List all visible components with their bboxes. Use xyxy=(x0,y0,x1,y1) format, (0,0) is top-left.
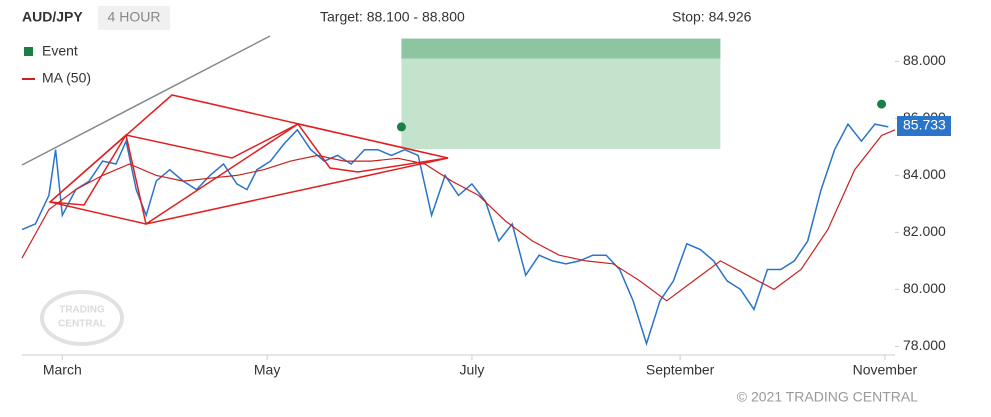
watermark-text: TRADING xyxy=(59,305,105,316)
x-tick-label: September xyxy=(646,362,715,378)
stop-text: Stop: 84.926 xyxy=(672,9,752,25)
x-tick-label: July xyxy=(459,362,484,378)
event-marker xyxy=(396,122,406,132)
last-price-label: 85.733 xyxy=(903,117,946,133)
trend-line xyxy=(21,35,271,166)
last-price-tag xyxy=(897,115,951,136)
y-tick-label: 80.000 xyxy=(903,280,946,296)
plot xyxy=(21,38,899,360)
legend-label: MA (50) xyxy=(42,70,91,86)
chart-title: AUD/JPY xyxy=(22,9,83,25)
y-tick-label: 82.000 xyxy=(903,223,946,239)
event-marker xyxy=(877,99,887,109)
footer: © 2021 TRADING CENTRAL xyxy=(737,389,918,405)
watermark: TRADING CENTRAL xyxy=(40,290,124,346)
y-tick-label: 78.000 xyxy=(903,337,946,353)
period-box xyxy=(98,6,170,30)
legend-label: Event xyxy=(42,43,78,59)
watermark-ring xyxy=(40,290,124,346)
pattern-lines xyxy=(21,35,449,226)
x-tick-label: May xyxy=(254,362,280,378)
target-text: Target: 88.100 - 88.800 xyxy=(320,9,465,25)
period: 4 HOUR xyxy=(108,9,161,25)
stop-zone xyxy=(401,58,721,149)
target-zone xyxy=(401,38,721,59)
pattern-line xyxy=(49,123,449,206)
y-tick-label: 84.000 xyxy=(903,166,946,182)
y-tick-label: 88.000 xyxy=(903,52,946,68)
legend-swatch xyxy=(24,47,33,56)
ma-line xyxy=(21,129,896,302)
x-tick-label: November xyxy=(853,362,918,378)
price-line xyxy=(21,122,889,347)
x-tick-label: March xyxy=(43,362,82,378)
watermark-text: CENTRAL xyxy=(58,319,106,330)
